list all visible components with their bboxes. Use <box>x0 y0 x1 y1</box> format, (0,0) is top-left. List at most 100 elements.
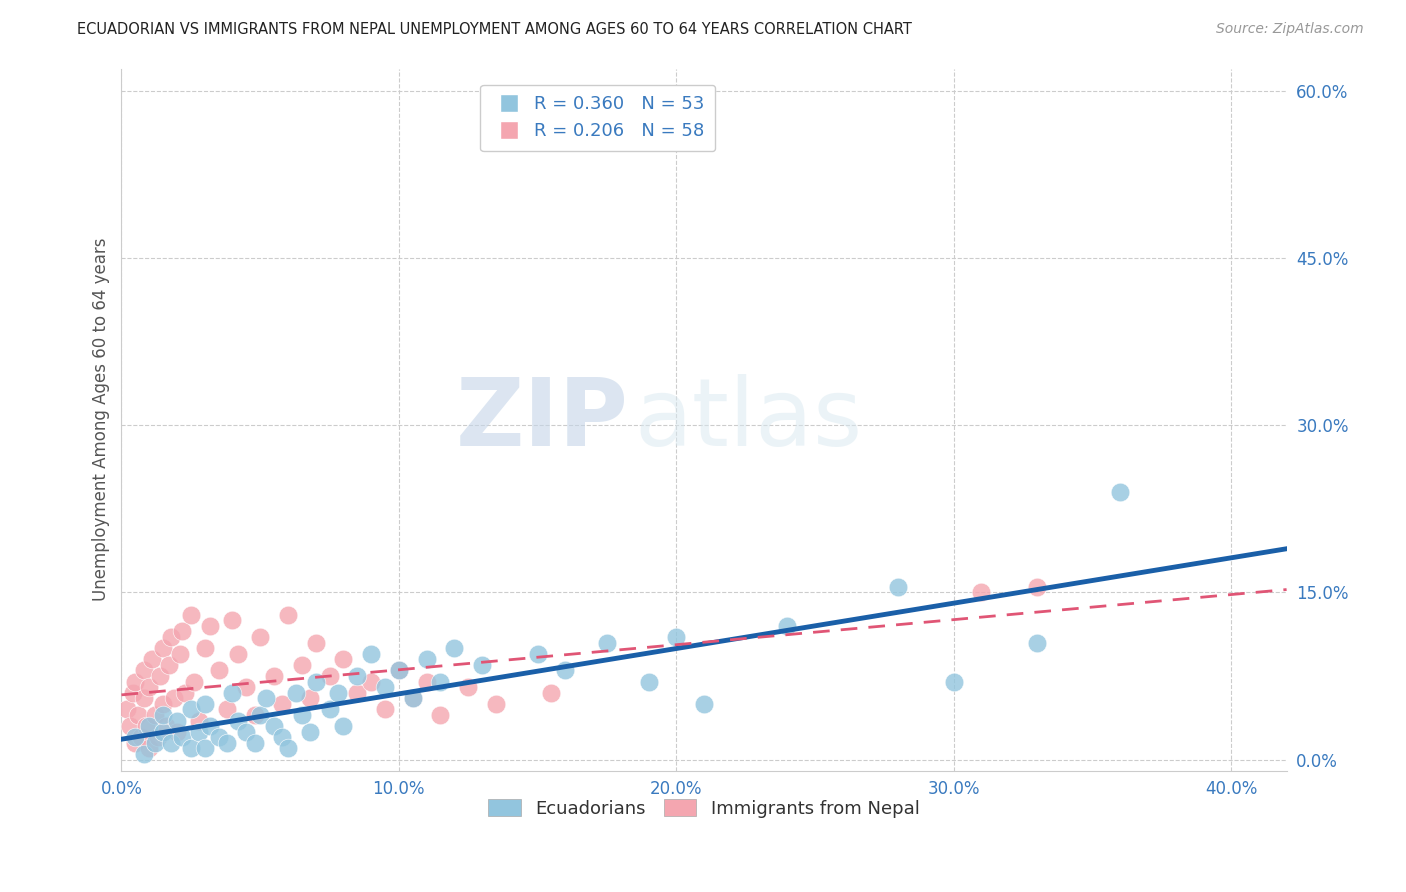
Point <box>226 647 249 661</box>
Point <box>143 736 166 750</box>
Point <box>402 691 425 706</box>
Text: Source: ZipAtlas.com: Source: ZipAtlas.com <box>1216 22 1364 37</box>
Point <box>471 657 494 672</box>
Point <box>121 686 143 700</box>
Point <box>332 719 354 733</box>
Point <box>318 669 340 683</box>
Point <box>141 652 163 666</box>
Point <box>1025 580 1047 594</box>
Point <box>129 731 152 745</box>
Point <box>221 686 243 700</box>
Point <box>180 607 202 622</box>
Point <box>124 736 146 750</box>
Point <box>540 686 562 700</box>
Point <box>226 714 249 728</box>
Point <box>318 702 340 716</box>
Point <box>166 714 188 728</box>
Point <box>235 680 257 694</box>
Point <box>942 674 965 689</box>
Point <box>1025 635 1047 649</box>
Point <box>127 708 149 723</box>
Point <box>415 674 437 689</box>
Point <box>443 641 465 656</box>
Point <box>115 702 138 716</box>
Point <box>332 652 354 666</box>
Point <box>254 691 277 706</box>
Point <box>776 619 799 633</box>
Point <box>304 635 326 649</box>
Point <box>485 697 508 711</box>
Point <box>180 702 202 716</box>
Point <box>693 697 716 711</box>
Point <box>271 697 294 711</box>
Point <box>194 697 217 711</box>
Text: ZIP: ZIP <box>456 374 628 466</box>
Point <box>299 691 322 706</box>
Point <box>374 680 396 694</box>
Point <box>263 719 285 733</box>
Point <box>429 708 451 723</box>
Point <box>457 680 479 694</box>
Point <box>221 613 243 627</box>
Point <box>172 624 194 639</box>
Point <box>160 736 183 750</box>
Point <box>215 736 238 750</box>
Point <box>124 731 146 745</box>
Point <box>146 731 169 745</box>
Text: atlas: atlas <box>634 374 862 466</box>
Point <box>200 719 222 733</box>
Point <box>887 580 910 594</box>
Point <box>388 664 411 678</box>
Point <box>285 686 308 700</box>
Point <box>374 702 396 716</box>
Point <box>291 708 314 723</box>
Point <box>188 714 211 728</box>
Point <box>243 736 266 750</box>
Point <box>346 686 368 700</box>
Point <box>596 635 619 649</box>
Point <box>180 741 202 756</box>
Point <box>152 697 174 711</box>
Point <box>291 657 314 672</box>
Point <box>138 741 160 756</box>
Legend: Ecuadorians, Immigrants from Nepal: Ecuadorians, Immigrants from Nepal <box>481 792 927 825</box>
Point <box>152 641 174 656</box>
Point <box>172 731 194 745</box>
Point <box>637 674 659 689</box>
Point <box>271 731 294 745</box>
Point <box>124 674 146 689</box>
Point <box>249 630 271 644</box>
Point <box>304 674 326 689</box>
Point <box>152 708 174 723</box>
Point <box>263 669 285 683</box>
Point <box>1109 485 1132 500</box>
Point <box>243 708 266 723</box>
Point <box>143 708 166 723</box>
Point <box>402 691 425 706</box>
Point <box>169 647 191 661</box>
Point <box>249 708 271 723</box>
Point <box>157 657 180 672</box>
Point <box>135 719 157 733</box>
Point <box>388 664 411 678</box>
Point <box>554 664 576 678</box>
Point <box>188 724 211 739</box>
Point <box>299 724 322 739</box>
Point <box>138 719 160 733</box>
Point <box>163 691 186 706</box>
Point <box>149 669 172 683</box>
Y-axis label: Unemployment Among Ages 60 to 64 years: Unemployment Among Ages 60 to 64 years <box>93 238 110 601</box>
Point <box>183 674 205 689</box>
Point <box>118 719 141 733</box>
Point <box>360 647 382 661</box>
Point <box>277 741 299 756</box>
Point <box>326 686 349 700</box>
Point <box>194 741 217 756</box>
Point <box>415 652 437 666</box>
Point <box>346 669 368 683</box>
Point <box>132 691 155 706</box>
Point <box>207 664 229 678</box>
Point <box>174 686 197 700</box>
Point <box>155 719 177 733</box>
Point <box>132 664 155 678</box>
